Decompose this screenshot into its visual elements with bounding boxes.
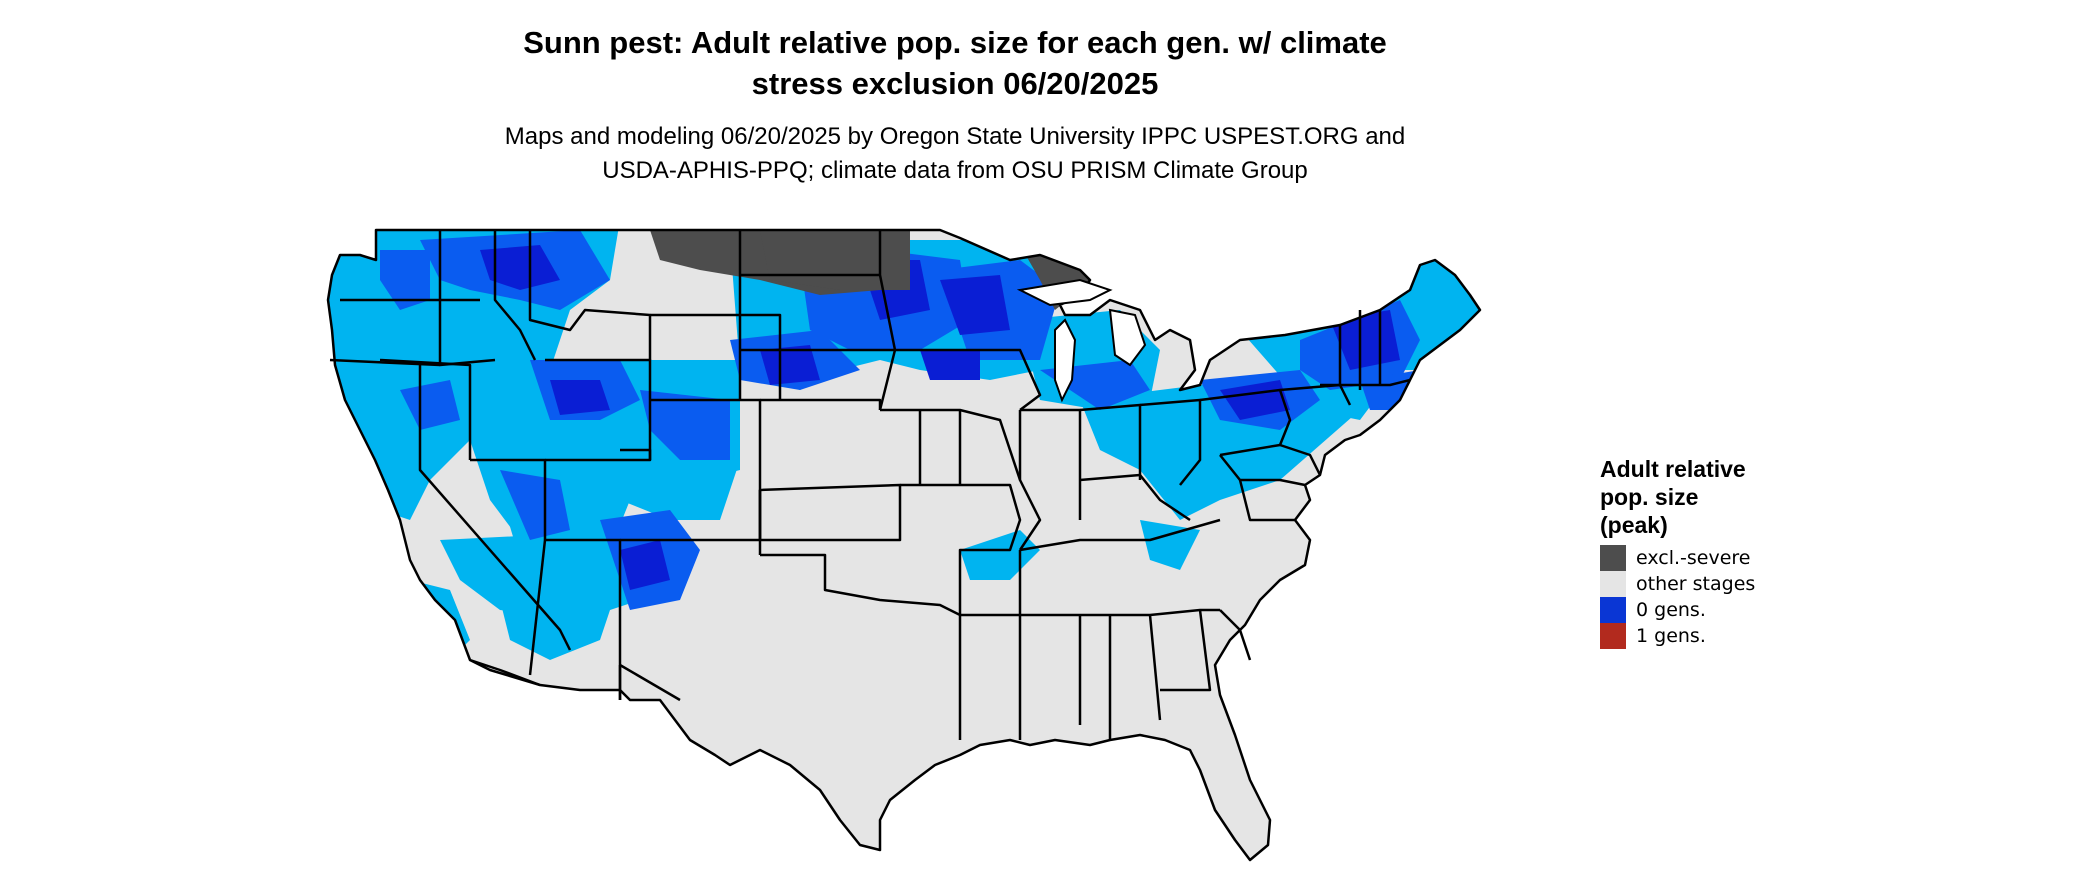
great-lakes <box>1016 278 1147 403</box>
zone-dark-blue <box>480 245 1400 590</box>
lake-superior <box>1016 278 1113 307</box>
legend-label-0-gens: 0 gens. <box>1636 599 1706 621</box>
legend-item-1-gens: 1 gens. <box>1600 623 1820 649</box>
map-title: Sunn pest: Adult relative pop. size for … <box>523 25 1387 101</box>
map-subtitle: Maps and modeling 06/20/2025 by Oregon S… <box>504 123 1406 184</box>
map-area <box>320 220 1590 885</box>
legend-item-other-stages: other stages <box>1600 571 1820 597</box>
us-map <box>326 228 1482 862</box>
legend-title: Adult relative pop. size (peak) <box>1600 456 1746 538</box>
title-block: Sunn pest: Adult relative pop. size for … <box>430 22 1480 188</box>
state-borders <box>326 228 1482 862</box>
legend: Adult relative pop. size (peak) excl.-se… <box>1600 455 1820 649</box>
legend-swatch-other-stages <box>1600 571 1626 597</box>
legend-swatch-0-gens <box>1600 597 1626 623</box>
legend-label-other-stages: other stages <box>1636 573 1756 595</box>
lake-michigan <box>1054 318 1077 403</box>
legend-item-0-gens: 0 gens. <box>1600 597 1820 623</box>
legend-swatch-excl-severe <box>1600 545 1626 571</box>
lake-huron <box>1108 308 1147 367</box>
legend-item-excl-severe: excl.-severe <box>1600 545 1820 571</box>
legend-swatch-1-gens <box>1600 623 1626 649</box>
country-outline <box>326 228 1482 862</box>
legend-label-excl-severe: excl.-severe <box>1636 547 1751 569</box>
legend-label-1-gens: 1 gens. <box>1636 625 1706 647</box>
